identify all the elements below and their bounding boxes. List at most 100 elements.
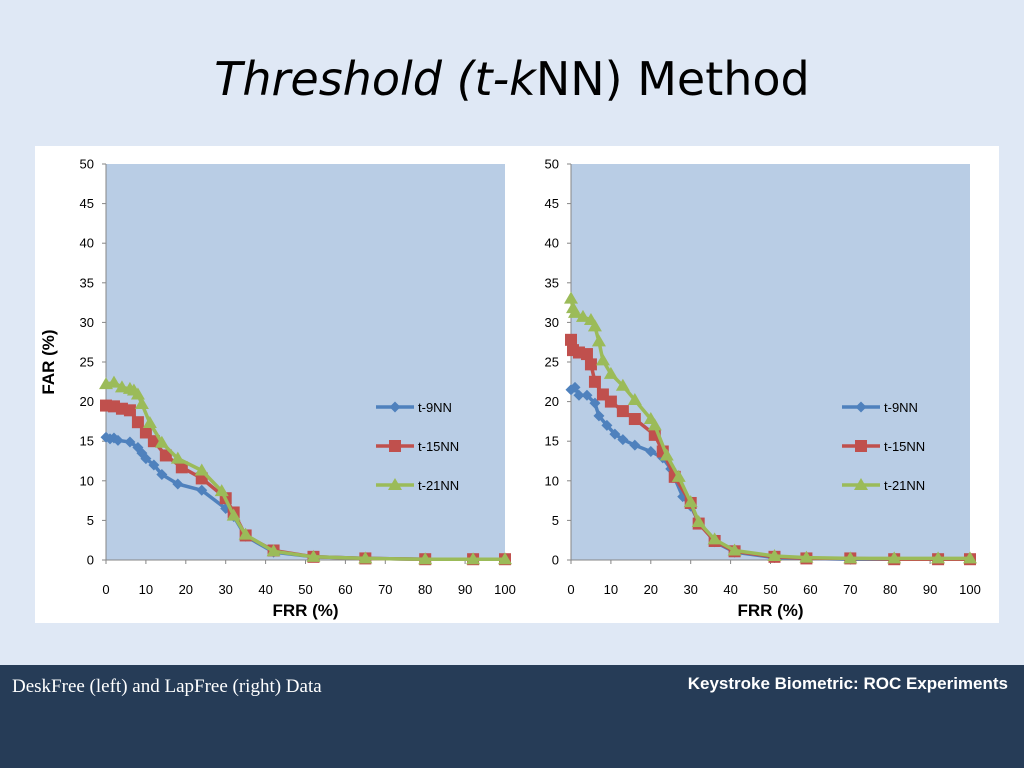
x-tick-label: 80 [883, 582, 897, 597]
x-tick-label: 0 [567, 582, 574, 597]
data-point [226, 508, 241, 521]
x-tick-label: 60 [803, 582, 817, 597]
data-point [159, 449, 172, 462]
data-point [659, 448, 674, 461]
y-tick-label: 45 [545, 196, 559, 211]
data-point [707, 532, 722, 545]
x-tick-label: 70 [378, 582, 392, 597]
x-axis-title: FRR (%) [737, 601, 803, 620]
data-point [573, 389, 585, 401]
x-tick-label: 10 [139, 582, 153, 597]
data-point [565, 333, 577, 346]
data-point [683, 495, 698, 508]
data-point [148, 459, 160, 471]
data-point [142, 415, 157, 428]
data-point [587, 319, 602, 332]
legend: t-9NN t-15NN t-21NN [376, 400, 459, 493]
title-italic-part: Threshold (t- [214, 52, 510, 106]
data-point [615, 378, 630, 391]
legend-label: t-9NN [418, 400, 452, 415]
data-point [603, 366, 618, 379]
x-tick-label: 20 [179, 582, 193, 597]
data-point [498, 552, 512, 565]
data-point [418, 552, 433, 565]
data-point [593, 410, 605, 422]
legend-label: t-21NN [418, 478, 459, 493]
data-point [584, 358, 597, 371]
data-point [767, 549, 782, 562]
data-point [567, 305, 582, 318]
x-tick-label: 100 [959, 582, 981, 597]
data-point [575, 309, 590, 322]
data-point [358, 551, 373, 564]
legend-marker [854, 478, 868, 490]
x-tick-label: 40 [258, 582, 272, 597]
data-point [727, 543, 742, 556]
legend: t-9NN t-15NN t-21NN [842, 400, 925, 493]
data-point [609, 428, 621, 440]
x-tick-label: 90 [923, 582, 937, 597]
x-tick-label: 80 [418, 582, 432, 597]
data-point [595, 353, 610, 366]
y-tick-label: 35 [80, 275, 94, 290]
x-tick-label: 60 [338, 582, 352, 597]
data-point [591, 334, 606, 347]
y-tick-label: 40 [545, 236, 559, 251]
data-point [112, 434, 124, 446]
title-regular-part: NN) Method [535, 52, 810, 106]
legend-marker [388, 478, 402, 490]
data-point [604, 395, 617, 408]
data-point [799, 550, 814, 563]
data-point [628, 413, 641, 426]
y-tick-label: 30 [80, 315, 94, 330]
x-tick-label: 50 [298, 582, 312, 597]
data-point [194, 463, 209, 476]
y-tick-label: 15 [545, 434, 559, 449]
plot-area [106, 164, 505, 560]
data-point [172, 478, 184, 490]
data-point [238, 527, 253, 540]
plot-area [571, 164, 970, 560]
chart-panel: 0 5 10 15 20 25 30 35 40 45 50 0 10 20 30 40 50 60 70 80 90 1… [35, 146, 999, 623]
x-axis-title: FRR (%) [272, 601, 338, 620]
legend-label: t-21NN [884, 478, 925, 493]
y-tick-label: 30 [545, 315, 559, 330]
title-italic-k: k [509, 52, 536, 106]
data-point [131, 416, 144, 429]
data-point [124, 436, 136, 448]
footer-presentation-title: Keystroke Biometric: ROC Experiments [687, 674, 1008, 693]
data-point [569, 381, 581, 393]
data-point [266, 544, 281, 557]
footer-bar [0, 665, 1024, 768]
y-tick-label: 45 [80, 196, 94, 211]
data-point [627, 393, 642, 406]
legend-marker [389, 401, 401, 413]
y-axis-title: FAR (%) [39, 329, 58, 394]
data-point [963, 551, 977, 564]
x-tick-label: 20 [644, 582, 658, 597]
x-tick-label: 30 [218, 582, 232, 597]
data-point [175, 461, 188, 474]
data-point [647, 418, 662, 431]
y-tick-label: 5 [552, 513, 559, 528]
legend-label: t-15NN [884, 439, 925, 454]
data-point [214, 484, 229, 497]
y-tick-label: 10 [80, 473, 94, 488]
y-tick-label: 5 [87, 513, 94, 528]
y-tick-label: 40 [80, 236, 94, 251]
data-point [931, 551, 946, 564]
data-point [170, 451, 185, 464]
slide-title: Threshold (t-kNN) Method [0, 52, 1024, 106]
y-tick-label: 20 [80, 394, 94, 409]
data-point [466, 552, 481, 565]
series-t-21NN [99, 375, 512, 565]
data-point [629, 439, 641, 451]
data-point [580, 348, 593, 361]
legend-marker [389, 440, 401, 452]
y-tick-label: 0 [552, 553, 559, 568]
legend-label: t-9NN [884, 400, 918, 415]
data-point [154, 435, 169, 448]
data-point [106, 375, 121, 388]
data-point [588, 375, 601, 388]
data-point [616, 405, 629, 418]
